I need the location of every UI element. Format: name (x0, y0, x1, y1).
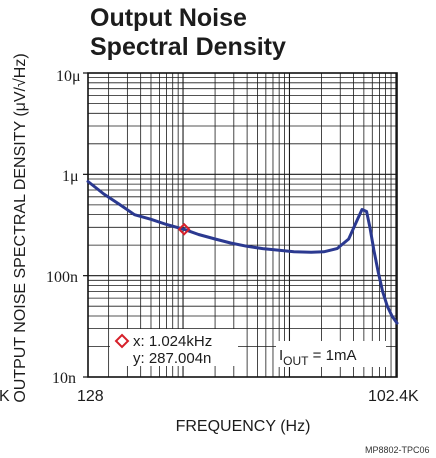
y-tick-label-10n: 10n (52, 370, 76, 387)
readout-box (110, 329, 238, 366)
y-axis-label: OUTPUT NOISE SPECTRAL DENSITY (μV/√Hz) (12, 53, 29, 402)
plot-grid (83, 72, 398, 378)
chart-title-line-1: Output Noise (90, 4, 247, 32)
x-axis-label: FREQUENCY (Hz) (176, 418, 311, 435)
iout-rest: = 1mA (309, 347, 357, 364)
iout-sub: OUT (283, 354, 309, 368)
data-marker (177, 222, 191, 236)
figure-id: MP8802-TPC06 (365, 445, 430, 455)
iout-main: I (279, 347, 283, 364)
plot-frame (87, 72, 398, 378)
x-tick-label-end: 102.4K (368, 388, 419, 405)
y-tick-label-1u: 1μ (62, 168, 79, 185)
y-tick-label-10u: 10μ (56, 68, 81, 85)
noise-density-line (86, 180, 399, 325)
chart-title-line-2: Spectral Density (90, 33, 286, 61)
readout-diamond-icon (114, 333, 130, 349)
readout-x: x: 1.024kHz (133, 333, 212, 350)
x-left-edge-label: K (0, 388, 10, 405)
x-tick-label-start: 128 (77, 388, 104, 405)
iout-annotation: IOUT = 1mA (279, 347, 356, 368)
annotation-box (276, 341, 386, 367)
y-tick-label-100n: 100n (46, 269, 78, 286)
readout-y: y: 287.004n (133, 350, 211, 367)
series-group (86, 180, 399, 325)
